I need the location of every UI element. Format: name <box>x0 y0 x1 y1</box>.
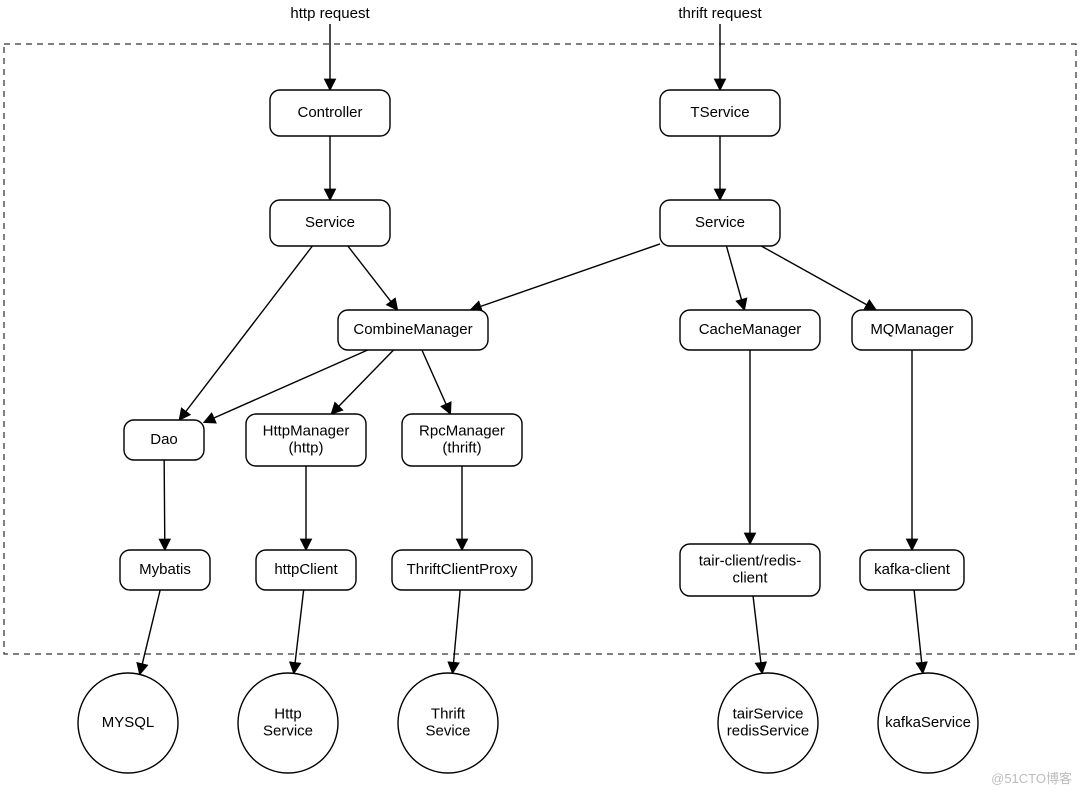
edge <box>761 246 876 310</box>
node-label: Service <box>305 214 355 231</box>
node-httpservice: HttpService <box>238 673 338 773</box>
node-tairclient: tair-client/redis-client <box>680 544 820 596</box>
node-label: tairService <box>733 705 804 722</box>
edge <box>164 460 165 550</box>
node-kafkaservice: kafkaService <box>878 673 978 773</box>
node-tairservice: tairServiceredisService <box>718 673 818 773</box>
node-controller: Controller <box>270 90 390 136</box>
node-tservice: TService <box>660 90 780 136</box>
node-dao: Dao <box>124 420 204 460</box>
edge <box>348 246 398 310</box>
node-label: redisService <box>727 723 810 740</box>
node-label: (thrift) <box>442 440 481 457</box>
node-label: httpClient <box>274 561 338 578</box>
edge <box>179 246 312 420</box>
edge <box>294 590 304 673</box>
node-label: Controller <box>297 104 362 121</box>
edge <box>140 590 160 674</box>
node-label: Dao <box>150 431 178 448</box>
edge <box>470 244 660 310</box>
node-label: Mybatis <box>139 561 191 578</box>
node-label: tair-client/redis- <box>699 552 802 569</box>
edge <box>753 596 762 673</box>
node-thriftproxy: ThriftClientProxy <box>392 550 532 590</box>
node-label: kafka-client <box>874 561 951 578</box>
node-label: CacheManager <box>699 321 802 338</box>
node-mq: MQManager <box>852 310 972 350</box>
node-label: Sevice <box>425 723 470 740</box>
node-service2: Service <box>660 200 780 246</box>
node-label: RpcManager <box>419 422 505 439</box>
node-thriftservice: ThriftSevice <box>398 673 498 773</box>
edge <box>726 246 744 310</box>
node-kafkaclient: kafka-client <box>860 550 964 590</box>
node-label: CombineManager <box>353 321 472 338</box>
node-service1: Service <box>270 200 390 246</box>
node-mysql: MYSQL <box>78 673 178 773</box>
node-label: (http) <box>288 440 323 457</box>
node-label: MQManager <box>870 321 953 338</box>
node-label: Service <box>695 214 745 231</box>
node-label: Thrift <box>431 705 466 722</box>
node-label: Service <box>263 723 313 740</box>
node-label: client <box>732 570 768 587</box>
node-httpclient: httpClient <box>256 550 356 590</box>
node-mybatis: Mybatis <box>120 550 210 590</box>
node-label: MYSQL <box>102 714 155 731</box>
node-label: HttpManager <box>263 422 350 439</box>
node-httpmgr: HttpManager(http) <box>246 414 366 466</box>
label-thrift-request: thrift request <box>678 5 762 22</box>
node-rpcmgr: RpcManager(thrift) <box>402 414 522 466</box>
label-http-request: http request <box>290 5 370 22</box>
edge <box>204 350 368 422</box>
edge <box>331 350 393 414</box>
edge <box>453 590 461 673</box>
node-label: Http <box>274 705 302 722</box>
node-cache: CacheManager <box>680 310 820 350</box>
edge <box>422 350 451 414</box>
node-label: TService <box>690 104 749 121</box>
watermark: @51CTO博客 <box>991 768 1072 787</box>
node-combine: CombineManager <box>338 310 488 350</box>
edge <box>914 590 923 673</box>
architecture-diagram: http request thrift request Controller TSer… <box>0 0 1080 793</box>
node-label: kafkaService <box>885 714 971 731</box>
node-label: ThriftClientProxy <box>407 561 518 578</box>
nodes: Controller TService Service Service CombineM… <box>78 90 978 773</box>
